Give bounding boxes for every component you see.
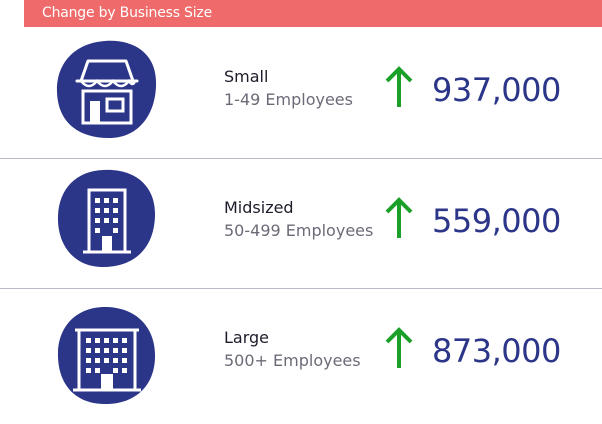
row-divider xyxy=(0,288,602,289)
section-header: Change by Business Size xyxy=(24,0,602,27)
size-name: Midsized xyxy=(224,198,294,217)
employee-range: 1-49 Employees xyxy=(224,90,353,109)
size-name: Small xyxy=(224,67,269,86)
change-value: 937,000 xyxy=(432,71,561,109)
change-value: 873,000 xyxy=(432,332,561,370)
office-building-icon xyxy=(55,166,158,269)
change-value: 559,000 xyxy=(432,202,561,240)
business-size-row-small: Small 1-49 Employees 937,000 xyxy=(0,27,602,157)
small-business-store-icon xyxy=(55,37,158,140)
large-office-building-icon xyxy=(55,304,158,407)
arrow-up-icon xyxy=(384,65,414,109)
business-size-row-midsized: Midsized 50-499 Employees 559,000 xyxy=(0,158,602,288)
employee-range: 500+ Employees xyxy=(224,351,361,370)
row-divider xyxy=(0,158,602,159)
size-name: Large xyxy=(224,328,270,347)
arrow-up-icon xyxy=(384,196,414,240)
section-title: Change by Business Size xyxy=(42,5,212,21)
arrow-up-icon xyxy=(384,326,414,370)
employee-range: 50-499 Employees xyxy=(224,221,374,240)
business-size-row-large: Large 500+ Employees 873,000 xyxy=(0,288,602,418)
